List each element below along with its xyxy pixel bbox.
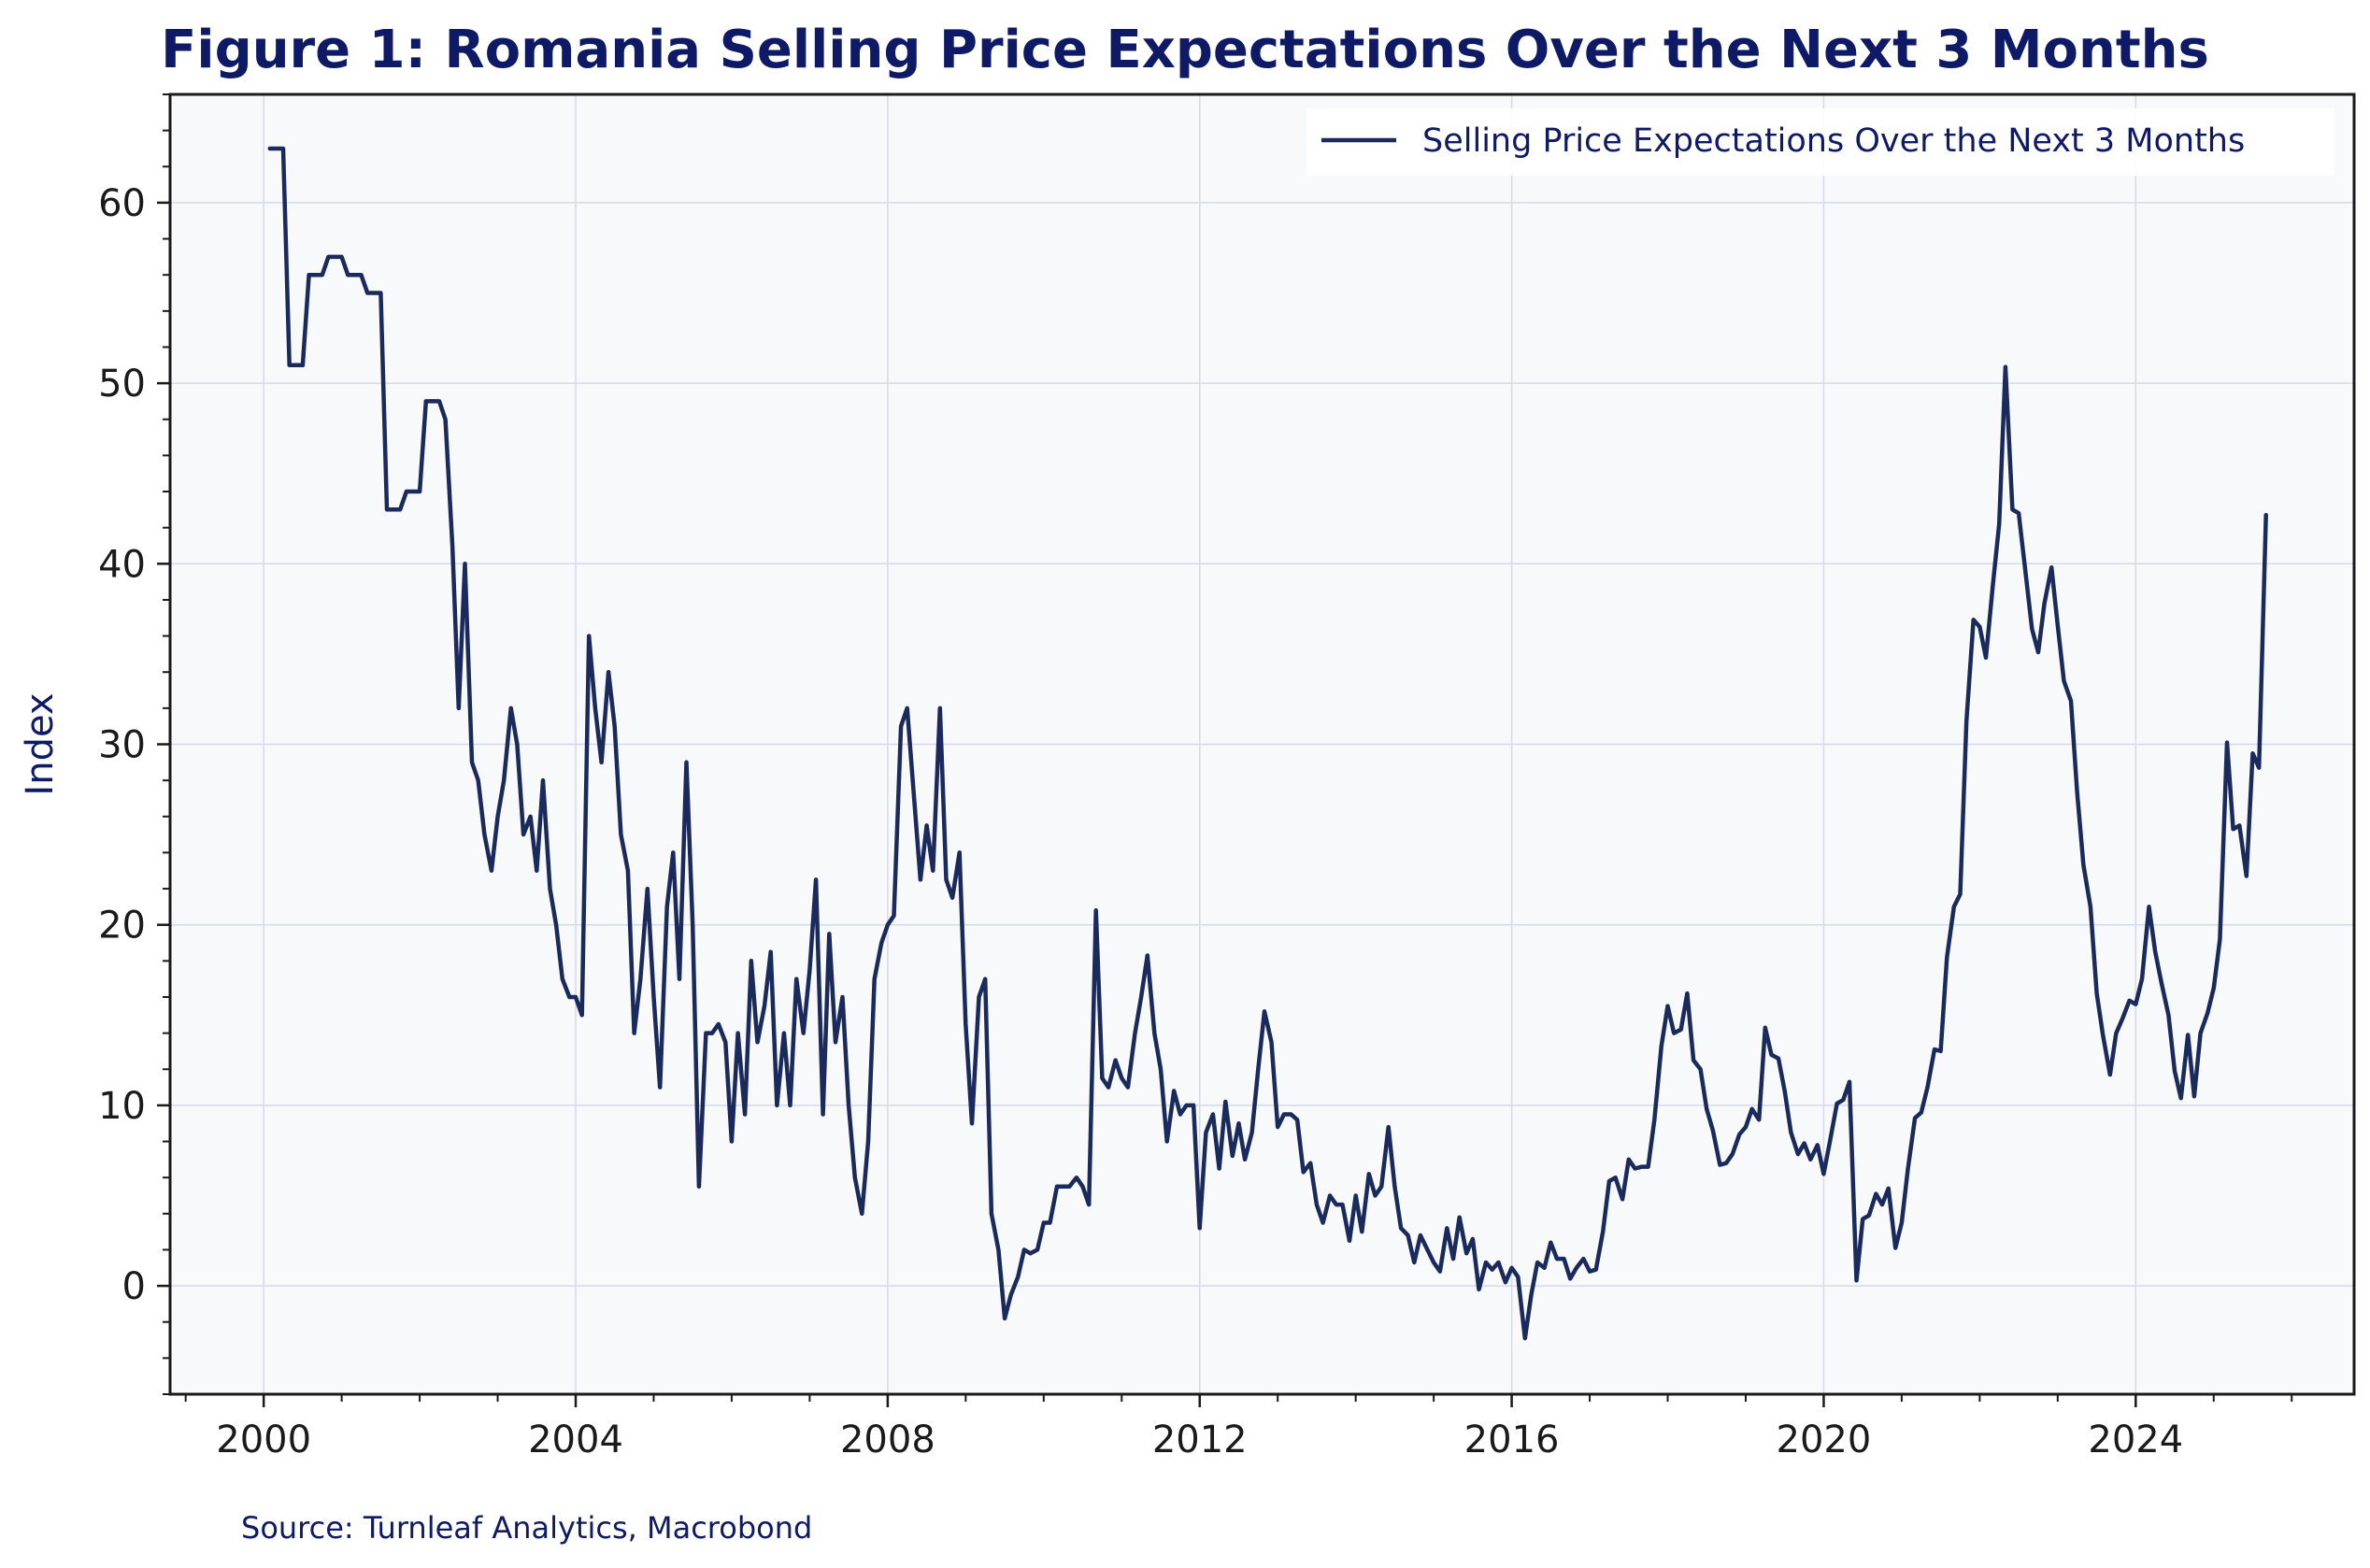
y-tick-label: 30 (98, 724, 146, 767)
y-tick-label: 60 (98, 182, 146, 225)
y-tick-label: 20 (98, 905, 146, 948)
legend-box (1306, 108, 2334, 176)
x-tick-label: 2020 (1777, 1418, 1872, 1461)
y-axis-label: Index (19, 692, 62, 795)
legend: Selling Price Expectations Over the Next… (1306, 108, 2334, 176)
x-tick-label: 2016 (1464, 1418, 1560, 1461)
y-tick-label: 40 (98, 543, 146, 586)
y-tick-label: 10 (98, 1085, 146, 1128)
series-line (267, 146, 2268, 1341)
x-tick-label: 2024 (2088, 1418, 2183, 1461)
series-layer (267, 146, 2268, 1341)
x-tick-label: 2008 (840, 1418, 935, 1461)
x-tick-label: 2004 (528, 1418, 623, 1461)
x-tick-label: 2012 (1152, 1418, 1248, 1461)
y-tick-label: 50 (98, 363, 146, 406)
source-note: Source: Turnleaf Analytics, Macrobond (241, 1510, 812, 1546)
y-tick-label: 0 (122, 1265, 146, 1308)
legend-entry: Selling Price Expectations Over the Next… (1422, 122, 2245, 160)
grid-lines (170, 94, 2354, 1394)
chart-title: Figure 1: Romania Selling Price Expectat… (161, 20, 2209, 80)
x-tick-label: 2000 (216, 1418, 311, 1461)
axes: 2000 2004 2008 2012 2016 2020 2024 0 10 20 30 40 50 6… (98, 93, 2293, 1461)
